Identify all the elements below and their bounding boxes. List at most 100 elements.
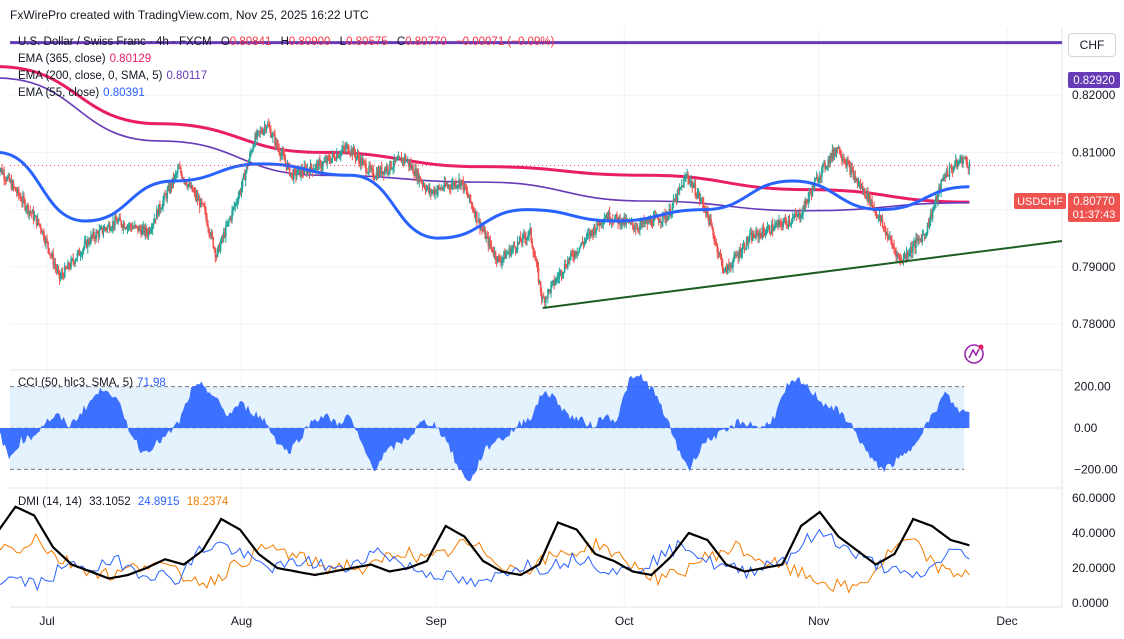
candle-body (608, 212, 611, 222)
candle-body (932, 206, 935, 211)
candle-body (471, 204, 474, 210)
candle-body (439, 187, 442, 190)
candle-body (960, 156, 962, 162)
candle-body (340, 151, 342, 156)
candle-body (726, 264, 729, 274)
candle-body (721, 260, 724, 270)
candle-body (630, 221, 633, 223)
candle-body (485, 236, 488, 239)
candle-body (404, 155, 407, 162)
symbol-legend-row[interactable]: U.S. Dollar / Swiss Franc · 4h · FXCM O0… (18, 36, 554, 48)
candle-body (258, 130, 261, 133)
candle-body (967, 166, 970, 169)
candle-body (597, 220, 599, 225)
candle-body (254, 134, 256, 146)
candle-body (414, 168, 416, 176)
candle-body (427, 186, 430, 192)
candle-body (434, 190, 436, 195)
candle-body (914, 241, 916, 248)
tradingview-replay-icon[interactable] (964, 344, 984, 364)
candle-body (891, 240, 893, 245)
candle-body (145, 227, 148, 233)
candle-body (40, 229, 43, 234)
time-tick-label: Jul (39, 614, 54, 628)
candle-body (308, 170, 311, 174)
candle-body (374, 178, 377, 180)
candle-body (9, 180, 12, 182)
candle-body (687, 174, 689, 179)
candle-body (963, 157, 965, 159)
dmi-legend[interactable]: DMI (14, 14) 33.1052 24.8915 18.2374 (18, 496, 228, 508)
candle-body (919, 238, 922, 240)
candle-body (526, 237, 528, 241)
candle-body (118, 217, 120, 221)
candle-body (379, 166, 382, 175)
ema365-legend-label: EMA (365, close) (18, 53, 106, 65)
candle-body (745, 237, 748, 249)
candle-body (797, 213, 799, 217)
candle-body (737, 255, 740, 258)
candle-body (399, 157, 402, 159)
candle-body (954, 159, 957, 166)
candle-body (662, 212, 664, 222)
candle-body (409, 163, 411, 167)
ema365-legend[interactable]: EMA (365, close) 0.80129 (18, 53, 151, 65)
candle-body (209, 233, 211, 237)
candle-body (695, 195, 698, 198)
candle-body (50, 254, 52, 256)
candle-body (25, 208, 27, 210)
time-tick-label: Dec (996, 614, 1017, 628)
dmi-tick-label: 0.0000 (1072, 596, 1109, 610)
candle-body (180, 168, 182, 174)
candle-body (684, 177, 686, 180)
candle-body (652, 217, 655, 226)
plus-di-line (0, 528, 970, 592)
cci-legend[interactable]: CCI (50, hlc3, SMA, 5) 71.98 (18, 377, 166, 389)
candle-body (235, 203, 238, 205)
ema200-path (0, 77, 970, 212)
candle-body (536, 262, 539, 268)
candle-body (442, 188, 445, 190)
candle-body (292, 169, 295, 180)
ascending-trendline[interactable] (542, 240, 1063, 309)
candle-body (6, 177, 9, 181)
cci-legend-value: 71.98 (137, 377, 166, 389)
candle-body (821, 167, 823, 177)
candle-body (927, 222, 930, 228)
ema55-legend[interactable]: EMA (55, close) 0.80391 (18, 87, 145, 99)
candle-body (806, 201, 809, 203)
candle-body (968, 162, 971, 169)
ema200-legend[interactable]: EMA (200, close, 0, SMA, 5) 0.80117 (18, 70, 207, 82)
candle-body (646, 219, 649, 225)
candle-body (195, 195, 198, 198)
candle-body (346, 144, 348, 147)
candle-body (335, 154, 338, 161)
candle-body (358, 158, 361, 165)
candle-body (537, 267, 540, 283)
candle-body (140, 229, 142, 236)
candle-body (359, 157, 362, 165)
candle-body (651, 225, 654, 227)
candle-body (848, 162, 850, 165)
dmi-pane (0, 505, 970, 594)
candle-body (931, 210, 934, 218)
candle-body (331, 154, 334, 159)
candle-body (863, 188, 866, 196)
candle-body (385, 168, 387, 172)
currency-button[interactable]: CHF (1068, 33, 1116, 57)
open-label: O (220, 36, 230, 48)
candle-body (696, 194, 699, 198)
candle-body (200, 199, 203, 204)
candle-body (856, 178, 859, 185)
candle-body (363, 160, 365, 162)
candle-body (185, 181, 187, 185)
candle-body (860, 185, 863, 189)
candle-body (30, 212, 33, 214)
resistance-price-tag: 0.82920 (1068, 72, 1120, 88)
candle-body (283, 154, 286, 161)
candle-body (290, 173, 293, 175)
candle-body (108, 224, 111, 231)
high-label: H (280, 36, 289, 48)
candle-body (143, 226, 146, 235)
